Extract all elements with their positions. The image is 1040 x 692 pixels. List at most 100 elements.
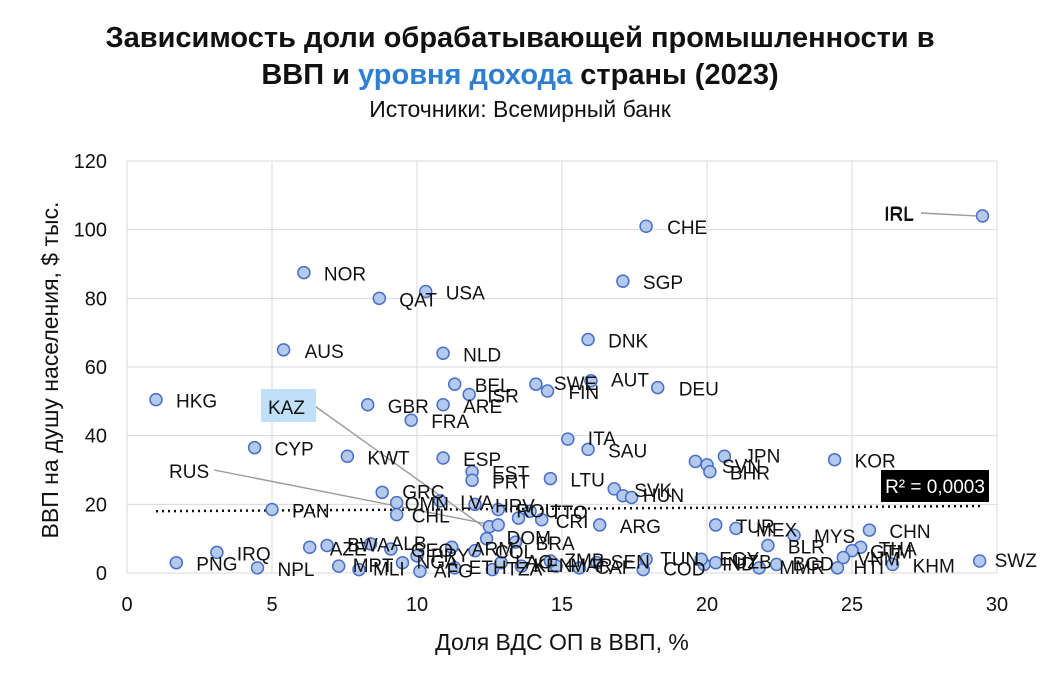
data-point bbox=[761, 538, 775, 553]
data-point bbox=[360, 398, 375, 412]
data-point bbox=[885, 557, 900, 572]
callout-leader-line bbox=[311, 403, 484, 528]
x-tick-label: 30 bbox=[986, 594, 1008, 616]
x-axis-label: Доля ВДС ОП в ВВП, % bbox=[435, 629, 689, 655]
data-point bbox=[639, 552, 653, 567]
data-point bbox=[529, 377, 543, 391]
data-point bbox=[607, 482, 621, 496]
y-tick-label: 0 bbox=[96, 563, 107, 585]
point-label: ISR bbox=[487, 386, 519, 407]
point-label: HRV bbox=[495, 496, 535, 517]
chart-title-line-1: Зависимость доли обрабатывающей промышле… bbox=[105, 22, 935, 54]
point-label: NOR bbox=[324, 265, 366, 286]
point-label: KWT bbox=[367, 448, 410, 469]
point-label: UZB bbox=[734, 553, 772, 574]
y-tick-label: 60 bbox=[85, 357, 107, 379]
point-label: TZA bbox=[506, 560, 542, 581]
point-label: SVN bbox=[722, 457, 761, 478]
data-point bbox=[413, 564, 427, 579]
callout-boxes: IRL KAZ RUS bbox=[169, 205, 914, 483]
data-point bbox=[491, 502, 505, 517]
data-point bbox=[447, 377, 462, 391]
data-point bbox=[616, 274, 630, 288]
data-point bbox=[436, 451, 450, 465]
point-label: TUR bbox=[736, 517, 775, 538]
data-point bbox=[485, 562, 500, 577]
x-tick-label: 0 bbox=[121, 594, 132, 616]
point-label: GBR bbox=[388, 397, 429, 418]
y-tick-label: 100 bbox=[74, 220, 107, 242]
data-point bbox=[331, 559, 346, 573]
data-point bbox=[445, 540, 459, 554]
point-label: FIN bbox=[569, 383, 600, 404]
point-label: EST bbox=[492, 464, 529, 485]
point-label: LAO bbox=[515, 553, 553, 574]
point-label: SWE bbox=[554, 374, 597, 395]
callout-label: KAZ bbox=[268, 398, 305, 419]
data-point bbox=[581, 442, 595, 457]
point-label: DEU bbox=[679, 380, 719, 401]
chart-title-line-2: ВВП и уровня дохода страны (2023) bbox=[0, 57, 1040, 94]
point-label: MAR bbox=[570, 556, 612, 577]
y-tick-label: 120 bbox=[74, 151, 107, 173]
r2-badge: R² = 0,0003 bbox=[881, 470, 989, 502]
data-point bbox=[389, 507, 404, 522]
point-label: SVK bbox=[634, 481, 672, 502]
data-point bbox=[708, 518, 723, 532]
point-label: MLI bbox=[373, 560, 405, 581]
data-point bbox=[972, 554, 987, 568]
data-point bbox=[340, 449, 355, 464]
y-tick-label: 20 bbox=[85, 494, 107, 516]
point-label: AUT bbox=[611, 371, 649, 392]
data-point bbox=[436, 398, 450, 412]
data-point bbox=[320, 538, 334, 553]
axes: 0 20 40 60 80 100 120 0 5 10 15 20 25 30 bbox=[74, 151, 1009, 616]
point-label: OMN bbox=[405, 495, 449, 516]
data-point bbox=[465, 473, 479, 488]
point-label: BEL bbox=[475, 376, 511, 397]
data-point bbox=[590, 555, 604, 570]
point-label: ITA bbox=[588, 429, 616, 450]
data-point bbox=[827, 452, 842, 467]
r2-background bbox=[881, 470, 989, 502]
point-label: KHM bbox=[913, 556, 955, 577]
point-label: KOR bbox=[855, 452, 896, 473]
data-point bbox=[410, 549, 424, 563]
data-point bbox=[250, 561, 265, 575]
point-label: COD bbox=[663, 560, 705, 581]
data-point bbox=[845, 543, 859, 558]
point-label: IRL bbox=[885, 204, 915, 225]
data-point bbox=[462, 387, 476, 402]
data-point bbox=[247, 440, 262, 455]
point-label: CHE bbox=[667, 218, 707, 239]
data-point bbox=[302, 540, 317, 554]
data-point bbox=[265, 502, 279, 517]
point-label: KEN bbox=[533, 556, 572, 577]
point-label: EGY bbox=[719, 549, 759, 570]
point-label: LTU bbox=[570, 471, 604, 492]
point-label: ALB bbox=[391, 534, 427, 555]
point-label: THA bbox=[879, 539, 917, 560]
data-point bbox=[639, 219, 653, 233]
data-point bbox=[436, 346, 450, 361]
point-label: MYS bbox=[814, 527, 855, 548]
callout-label: IRL bbox=[884, 205, 914, 226]
data-point bbox=[975, 209, 990, 223]
point-label: VNM bbox=[857, 550, 899, 571]
data-point bbox=[694, 552, 708, 567]
data-point bbox=[169, 555, 184, 570]
point-label: HKG bbox=[176, 392, 217, 413]
data-point bbox=[836, 550, 851, 565]
title-accent-text: уровня дохода bbox=[358, 59, 573, 91]
point-label: CRI bbox=[556, 512, 589, 533]
r2-label: R² = 0,0003 bbox=[885, 477, 985, 498]
data-point bbox=[508, 535, 523, 549]
callout-leader-line bbox=[920, 212, 977, 217]
point-label: ARG bbox=[620, 517, 661, 538]
point-label: ROU bbox=[516, 501, 558, 522]
data-point bbox=[581, 332, 595, 347]
data-point bbox=[592, 518, 607, 532]
y-axis-label: ВВП на душу населения, $ тыс. bbox=[37, 202, 63, 539]
